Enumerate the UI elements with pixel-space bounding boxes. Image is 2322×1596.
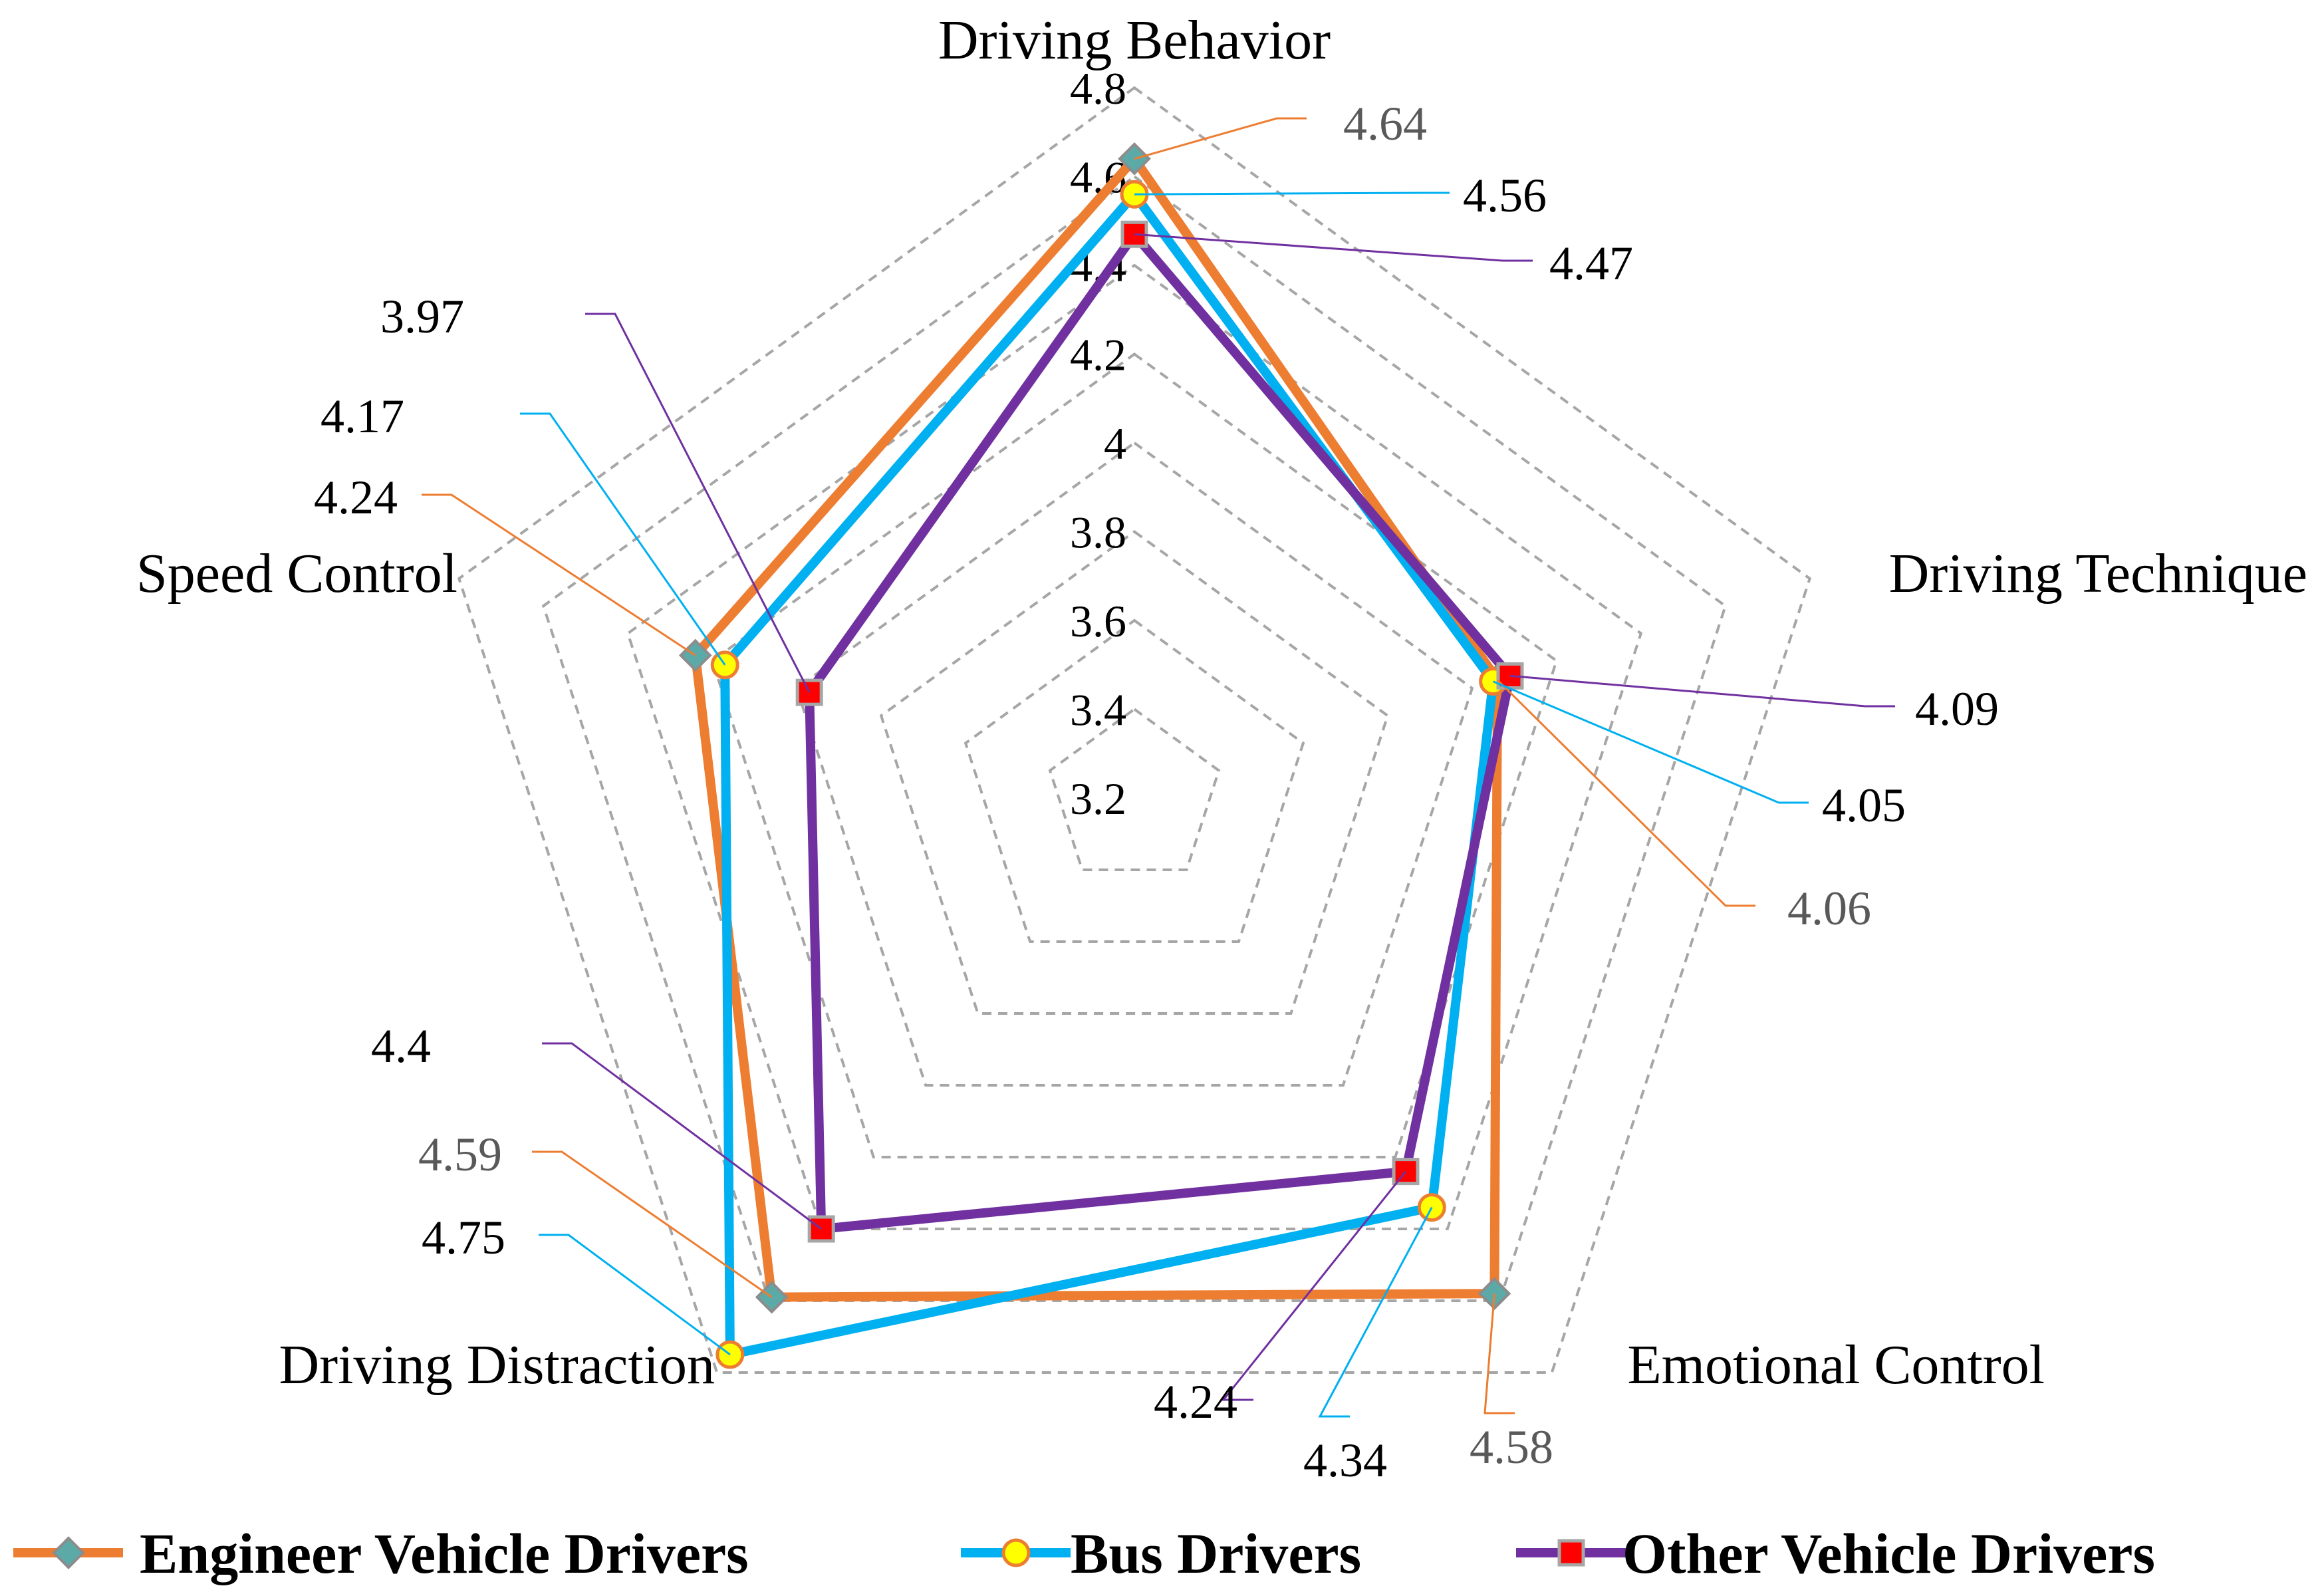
grid-ring-4.4 <box>626 263 1643 1230</box>
data-label-other-vehicle-drivers-speed-control: 3.97 <box>380 290 464 343</box>
leader-line <box>1134 233 1533 262</box>
radar-grid <box>457 86 1812 1374</box>
tick-label: 3.8 <box>1070 507 1126 558</box>
data-label-bus-drivers-driving-distraction: 4.75 <box>422 1211 505 1264</box>
data-label-engineer-vehicle-drivers-speed-control: 4.24 <box>314 471 398 524</box>
leader-line <box>1484 1293 1515 1414</box>
grid-ring-3.8 <box>879 530 1390 1015</box>
tick-label: 3.2 <box>1070 773 1126 824</box>
leader-line <box>1493 680 1809 804</box>
data-point-other-vehicle-drivers-driving-distraction <box>807 1215 835 1243</box>
data-label-engineer-vehicle-drivers-driving-distraction: 4.59 <box>418 1128 502 1181</box>
series-line-bus-drivers <box>720 187 1498 1361</box>
data-point-legend-other-vehicle-drivers-marker <box>1557 1539 1585 1567</box>
data-point-other-vehicle-drivers-speed-control <box>795 678 823 706</box>
leader-line <box>1318 1206 1433 1418</box>
data-label-other-vehicle-drivers-emotional-control: 4.24 <box>1154 1375 1237 1428</box>
legend: Engineer Vehicle Drivers Bus Drivers Other… <box>13 1522 2155 1585</box>
leader-line <box>520 412 726 666</box>
grid-ring-3.4 <box>1048 708 1221 871</box>
leader-line <box>1134 192 1450 196</box>
leader-line <box>539 1234 731 1356</box>
series-line-other-vehicle-drivers <box>805 226 1515 1234</box>
axis-title-emotional-control: Emotional Control <box>1627 1334 2045 1396</box>
leader-line <box>1496 679 1755 907</box>
tick-label: 3.4 <box>1070 685 1126 735</box>
legend-label-bus-drivers: Bus Drivers <box>1071 1522 1361 1585</box>
data-label-bus-drivers-emotional-control: 4.34 <box>1303 1434 1387 1487</box>
data-label-engineer-vehicle-drivers-driving-behavior: 4.64 <box>1343 97 1427 150</box>
tick-label: 4.8 <box>1070 63 1126 114</box>
data-label-bus-drivers-speed-control: 4.17 <box>321 390 404 443</box>
leader-line <box>1134 117 1307 160</box>
data-point-legend-engineer-vehicle-drivers-marker <box>52 1536 85 1569</box>
leader-line <box>585 313 811 693</box>
leader-line <box>542 1042 823 1230</box>
tick-label: 3.6 <box>1070 596 1126 646</box>
leader-line <box>1221 1170 1407 1401</box>
grid-ring-4.2 <box>710 352 1559 1158</box>
data-label-other-vehicle-drivers-driving-behavior: 4.47 <box>1549 237 1633 290</box>
axis-title-driving-behavior: Driving Behavior <box>938 9 1331 71</box>
data-point-legend-bus-drivers-marker <box>1001 1538 1031 1567</box>
legend-label-other-vehicle-drivers: Other Vehicle Drivers <box>1622 1522 2155 1585</box>
leader-line <box>532 1150 773 1298</box>
leader-line <box>422 493 696 656</box>
axis-title-speed-control: Speed Control <box>136 543 457 604</box>
data-label-other-vehicle-drivers-driving-distraction: 4.4 <box>371 1019 431 1073</box>
tick-label: 4 <box>1104 418 1126 469</box>
tick-label: 4.2 <box>1070 330 1126 380</box>
grid-ring-4.6 <box>541 175 1728 1302</box>
legend-label-engineer-vehicle-drivers: Engineer Vehicle Drivers <box>140 1522 749 1585</box>
data-labels: 4.644.064.584.594.244.564.054.344.754.17… <box>314 97 1999 1487</box>
data-point-engineer-vehicle-drivers-driving-distraction <box>755 1280 789 1314</box>
axis-title-driving-technique: Driving Technique <box>1889 543 2307 604</box>
axis-title-driving-distraction: Driving Distraction <box>279 1334 715 1396</box>
radial-tick-labels: 3.23.43.63.844.24.44.64.8 <box>1070 63 1126 824</box>
data-label-other-vehicle-drivers-driving-technique: 4.09 <box>1915 682 1999 735</box>
data-point-bus-drivers-speed-control <box>710 650 739 680</box>
data-series <box>690 151 1515 1361</box>
data-label-bus-drivers-driving-technique: 4.05 <box>1822 779 1906 832</box>
data-label-leaders <box>422 117 1895 1418</box>
grid-ring-4 <box>795 441 1474 1087</box>
grid-ring-3.6 <box>964 618 1305 943</box>
leader-line <box>1509 674 1895 708</box>
axis-titles: Driving Behavior Driving Technique Emotion… <box>136 9 2307 1396</box>
data-label-bus-drivers-driving-behavior: 4.56 <box>1463 169 1547 222</box>
data-label-engineer-vehicle-drivers-emotional-control: 4.58 <box>1470 1420 1553 1474</box>
data-point-other-vehicle-drivers-emotional-control <box>1392 1158 1420 1186</box>
data-label-engineer-vehicle-drivers-driving-technique: 4.06 <box>1787 882 1871 935</box>
